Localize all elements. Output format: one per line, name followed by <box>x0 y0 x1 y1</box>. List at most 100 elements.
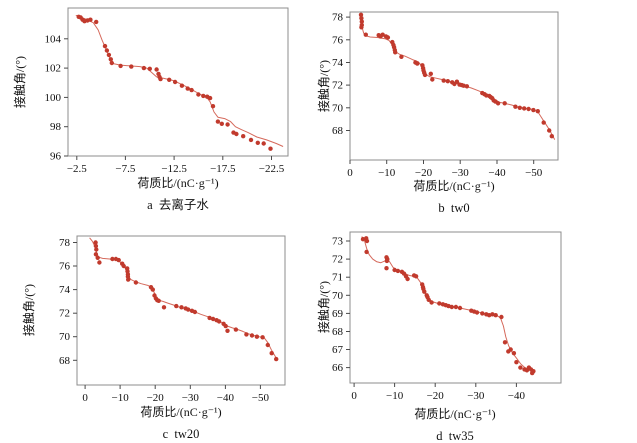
x-tick-label: −20 <box>415 167 433 179</box>
data-point <box>422 289 427 294</box>
y-tick-label: 100 <box>45 92 62 104</box>
chart-c-canvas: 0 −10 −20 −30 −40 −50 68 70 72 74 76 78 <box>59 235 286 404</box>
y-axis-label: 接触角/(°) <box>317 59 331 113</box>
data-point <box>526 106 531 112</box>
data-point <box>359 16 364 21</box>
data-point <box>110 256 115 262</box>
data-point <box>260 335 265 340</box>
data-point <box>93 243 99 249</box>
data-point <box>269 351 274 356</box>
y-tick-label: 66 <box>332 362 344 374</box>
x-tick-label: 0 <box>347 167 353 179</box>
x-tick-label: −50 <box>252 392 270 404</box>
x-axis-label: 荷质比/(nC·g⁻¹) <box>414 407 496 421</box>
data-point <box>225 122 230 127</box>
data-point <box>244 332 249 337</box>
data-point <box>93 252 99 257</box>
data-points <box>76 14 273 151</box>
data-point <box>274 356 279 362</box>
data-point <box>129 64 134 69</box>
y-tick-label: 70 <box>332 102 344 114</box>
data-point <box>186 307 191 312</box>
x-tick-label: −12.5 <box>161 163 187 175</box>
data-point <box>95 255 100 260</box>
data-point <box>508 347 513 352</box>
data-point <box>233 327 239 332</box>
y-axis-label: 接触角/(°) <box>22 283 36 337</box>
subplot-caption: c tw20 <box>162 427 200 441</box>
data-point <box>185 86 190 91</box>
x-axis-label: 荷质比/(nC·g⁻¹) <box>137 176 219 190</box>
x-tick-label: −10 <box>378 167 396 179</box>
data-point <box>93 240 98 245</box>
data-point <box>453 304 459 310</box>
data-point <box>461 83 466 88</box>
data-point <box>150 287 155 292</box>
x-tick-label: −10 <box>111 392 129 404</box>
data-point <box>364 238 370 244</box>
y-tick-label: 78 <box>332 12 344 24</box>
data-point <box>474 310 480 315</box>
data-point <box>502 101 507 106</box>
data-point <box>395 268 401 274</box>
y-tick-label: 68 <box>59 355 71 367</box>
data-point <box>392 267 397 273</box>
data-point <box>399 54 404 59</box>
chart-a-canvas: −2.5 −7.5 −12.5 −17.5 −22.5 96 98 100 102 104 <box>45 7 289 175</box>
x-tick-label: −50 <box>525 167 543 179</box>
x-tick-label: −20 <box>147 392 165 404</box>
data-point <box>118 63 123 69</box>
data-point <box>405 276 410 282</box>
data-point <box>121 263 126 269</box>
data-point <box>265 342 270 348</box>
data-point <box>517 105 522 111</box>
data-point <box>179 83 185 88</box>
subplot-c-tw20: 0 −10 −20 −30 −40 −50 68 70 72 74 76 78 接触角/(°) 荷质比… <box>0 222 318 443</box>
data-point <box>384 258 390 264</box>
data-point <box>147 66 152 72</box>
data-points <box>93 240 279 362</box>
subplot-caption: d tw35 <box>436 429 474 443</box>
plot-frame <box>349 11 559 161</box>
plot-frame <box>349 231 562 384</box>
x-tick-label: −30 <box>182 392 200 404</box>
x-tick-label: −40 <box>217 392 235 404</box>
subplot-caption: a 去离子水 <box>147 198 209 212</box>
data-point <box>210 316 216 322</box>
y-tick-label: 74 <box>332 57 344 69</box>
data-points <box>360 236 536 376</box>
data-point <box>210 104 216 109</box>
data-point <box>249 333 255 338</box>
data-point <box>384 266 389 271</box>
data-point <box>385 35 391 40</box>
data-points <box>358 12 554 139</box>
y-tick-label: 74 <box>59 284 71 296</box>
data-point <box>241 134 246 139</box>
data-point <box>216 319 222 324</box>
x-tick-label: −7.5 <box>115 163 135 175</box>
data-point <box>541 120 546 125</box>
data-point <box>430 77 435 82</box>
data-point <box>495 101 501 106</box>
data-point <box>104 48 110 53</box>
data-point <box>364 249 369 255</box>
data-point <box>547 128 552 133</box>
data-point <box>207 95 213 101</box>
data-point <box>94 247 99 252</box>
data-point <box>109 60 115 66</box>
y-tick-label: 102 <box>45 63 62 75</box>
plot-frame <box>67 7 289 157</box>
x-tick-label: 0 <box>351 390 357 402</box>
data-point <box>225 328 230 333</box>
data-point <box>457 305 463 311</box>
y-axis-label: 接触角/(°) <box>13 55 27 109</box>
data-point <box>255 140 260 145</box>
data-point <box>192 309 198 315</box>
data-point <box>223 323 228 329</box>
data-point <box>196 92 201 97</box>
x-axis-label: 荷质比/(nC·g⁻¹) <box>140 405 222 419</box>
y-tick-label: 73 <box>332 236 344 248</box>
subplot-caption: b tw0 <box>438 201 470 215</box>
data-point <box>108 57 114 62</box>
data-point <box>174 303 179 309</box>
